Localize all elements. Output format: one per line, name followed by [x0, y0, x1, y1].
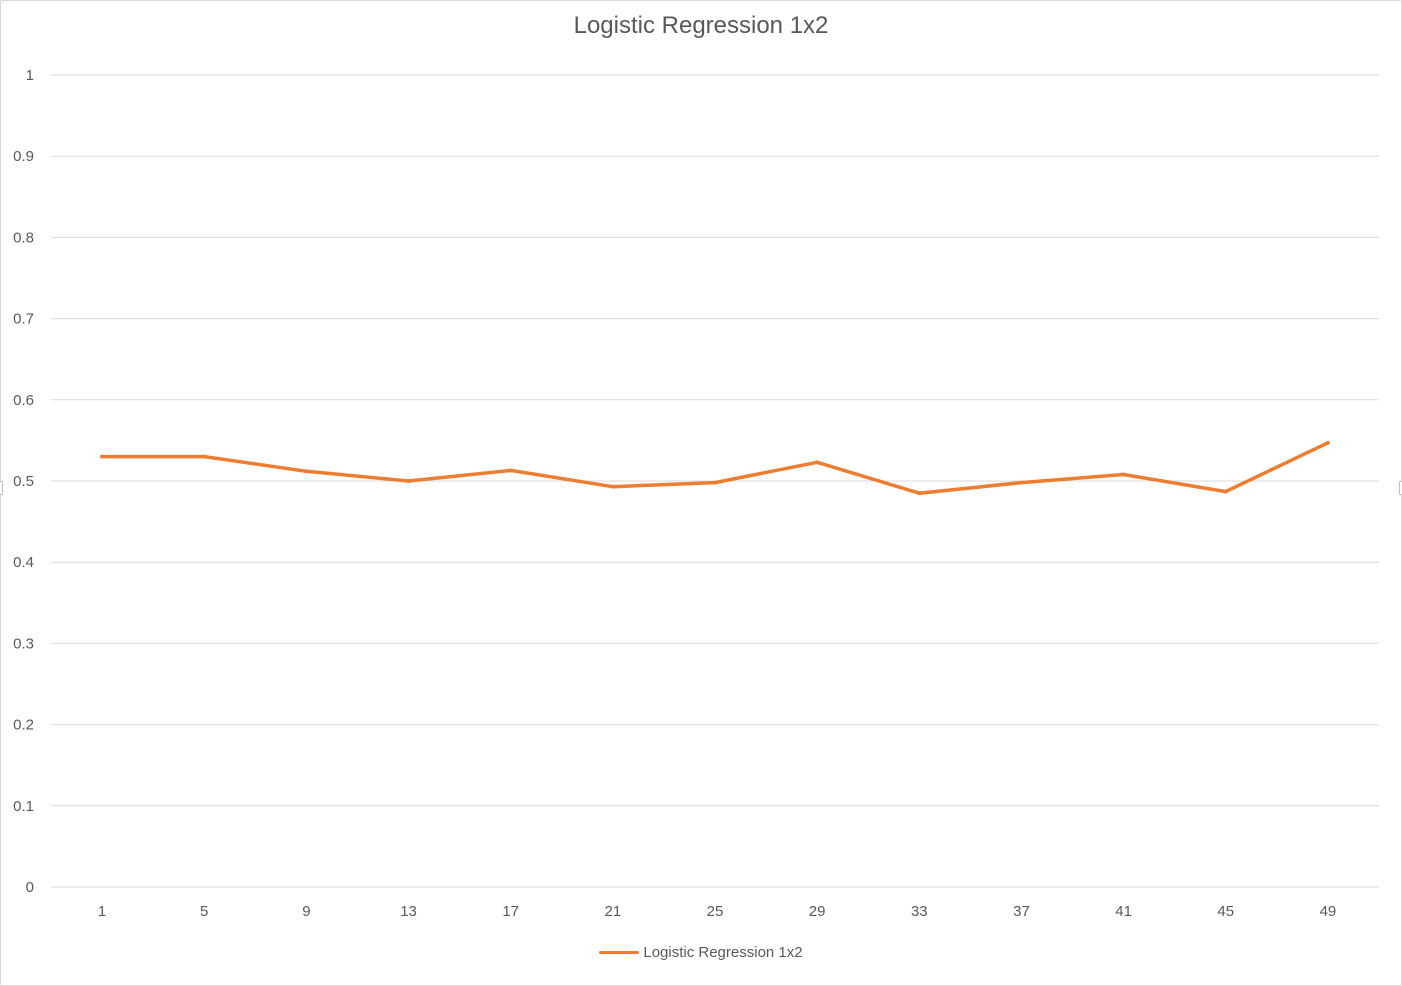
- series-layer: [100, 440, 1330, 496]
- legend[interactable]: Logistic Regression 1x2: [0, 944, 1402, 961]
- y-tick-label: 1: [26, 67, 34, 84]
- y-tick-label: 0.2: [13, 717, 34, 734]
- x-tick-label: 25: [707, 903, 724, 920]
- x-tick-label: 9: [302, 903, 310, 920]
- data-point[interactable]: [1325, 440, 1330, 445]
- y-tick-label: 0.6: [13, 392, 34, 409]
- y-tick-label: 0.5: [13, 473, 34, 490]
- y-tick-label: 0.3: [13, 635, 34, 652]
- data-point[interactable]: [1121, 472, 1126, 477]
- data-point[interactable]: [508, 468, 513, 473]
- x-axis-ticks: 1 5 9 13 17 21 25 29 33 37 41 45 49: [98, 903, 1336, 920]
- x-tick-label: 13: [400, 903, 417, 920]
- x-tick-label: 37: [1013, 903, 1030, 920]
- data-point[interactable]: [815, 460, 820, 465]
- x-tick-label: 33: [911, 903, 928, 920]
- chart-title: Logistic Regression 1x2: [573, 12, 829, 39]
- data-point[interactable]: [406, 479, 411, 483]
- x-tick-label: 1: [98, 903, 106, 920]
- legend-label: Logistic Regression 1x2: [643, 944, 803, 961]
- x-tick-label: 49: [1320, 903, 1337, 920]
- y-tick-label: 0.8: [13, 229, 34, 246]
- y-tick-label: 0.1: [13, 798, 34, 815]
- x-tick-label: 21: [605, 903, 622, 920]
- y-tick-label: 0: [26, 879, 34, 896]
- data-point[interactable]: [713, 480, 717, 485]
- x-tick-label: 5: [200, 903, 208, 920]
- y-tick-label: 0.4: [13, 554, 34, 571]
- x-tick-label: 29: [809, 903, 826, 920]
- legend-swatch: [599, 951, 640, 954]
- x-tick-label: 45: [1217, 903, 1234, 920]
- data-point[interactable]: [1223, 489, 1228, 494]
- data-point[interactable]: [1019, 480, 1024, 485]
- data-point[interactable]: [202, 454, 207, 459]
- data-point[interactable]: [917, 491, 922, 496]
- y-axis-ticks: 0 0.1 0.2 0.3 0.4 0.5 0.6 0.7 0.8 0.9 1: [13, 67, 34, 896]
- right-resize-handle[interactable]: [1399, 481, 1402, 495]
- y-tick-label: 0.7: [13, 311, 34, 328]
- data-point[interactable]: [100, 454, 105, 459]
- series-line-0[interactable]: [100, 441, 1330, 495]
- data-point[interactable]: [610, 484, 615, 489]
- data-point[interactable]: [304, 469, 309, 474]
- y-tick-label: 0.9: [13, 148, 34, 165]
- left-resize-handle[interactable]: [0, 481, 3, 495]
- x-tick-label: 17: [502, 903, 519, 920]
- x-tick-label: 41: [1115, 903, 1132, 920]
